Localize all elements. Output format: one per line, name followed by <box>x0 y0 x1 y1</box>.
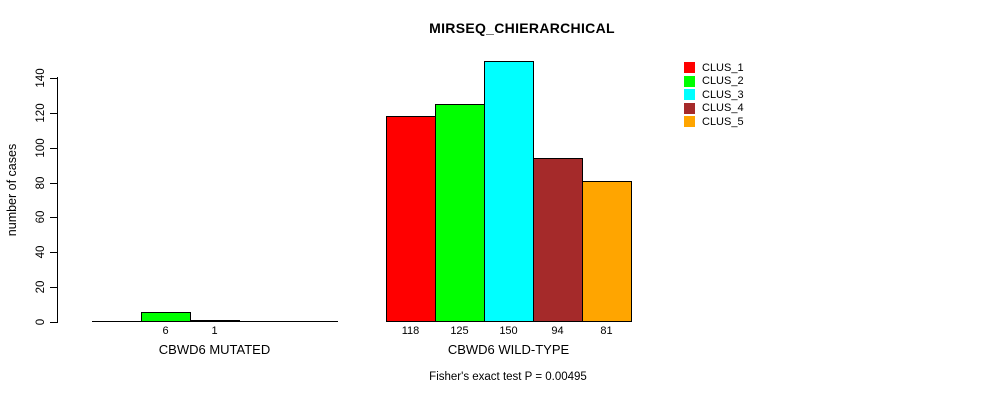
legend-item-clus_1: CLUS_1 <box>684 61 744 75</box>
legend: CLUS_1 CLUS_2 CLUS_3 CLUS_4 CLUS_5 <box>684 61 744 129</box>
zero-bar-baseline <box>239 321 289 322</box>
y-tick <box>50 147 57 149</box>
legend-label: CLUS_3 <box>702 88 744 101</box>
y-axis-line <box>57 77 58 323</box>
legend-item-clus_4: CLUS_4 <box>684 102 744 116</box>
bar-value-label: 6 <box>162 325 169 337</box>
zero-bar-baseline <box>92 321 142 322</box>
y-tick-label: 0 <box>35 318 47 326</box>
legend-label: CLUS_5 <box>702 115 744 128</box>
y-tick-label: 80 <box>35 176 47 189</box>
y-tick <box>50 182 57 184</box>
bar-clus_2 <box>435 104 485 322</box>
y-tick <box>50 217 57 219</box>
bar-value-label: 94 <box>551 325 564 337</box>
legend-swatch <box>684 89 695 101</box>
bar-clus_3 <box>190 320 240 322</box>
bar-clus_5 <box>582 181 632 322</box>
y-tick-label: 120 <box>35 103 47 123</box>
bar-clus_3 <box>484 61 534 322</box>
legend-swatch <box>684 75 695 87</box>
legend-label: CLUS_1 <box>702 61 744 74</box>
bar-value-label: 125 <box>450 325 469 337</box>
legend-swatch <box>684 116 695 128</box>
legend-item-clus_3: CLUS_3 <box>684 88 744 102</box>
fisher-test-annotation: Fisher's exact test P = 0.00495 <box>429 371 587 383</box>
bar-value-label: 118 <box>401 325 420 337</box>
y-tick-label: 60 <box>35 211 47 224</box>
bar-clus_1 <box>386 116 436 322</box>
y-tick <box>50 322 57 323</box>
y-tick <box>50 287 57 289</box>
y-tick <box>50 112 57 114</box>
legend-label: CLUS_4 <box>702 102 744 115</box>
group-label: CBWD6 MUTATED <box>158 342 271 357</box>
bar-clus_4 <box>533 158 583 322</box>
y-tick <box>50 252 57 254</box>
legend-swatch <box>684 62 695 74</box>
bar-value-label: 150 <box>499 325 518 337</box>
legend-item-clus_5: CLUS_5 <box>684 115 744 129</box>
group-label: CBWD6 WILD-TYPE <box>447 342 570 357</box>
chart-title: MIRSEQ_CHIERARCHICAL <box>429 20 615 36</box>
bar-clus_2 <box>141 312 191 322</box>
legend-swatch <box>684 102 695 114</box>
y-tick-label: 100 <box>35 138 47 158</box>
y-tick-label: 20 <box>35 280 47 294</box>
zero-bar-baseline <box>288 321 338 322</box>
legend-label: CLUS_2 <box>702 75 744 88</box>
bar-value-label: 1 <box>211 325 218 337</box>
legend-item-clus_2: CLUS_2 <box>684 75 744 89</box>
y-tick <box>50 78 57 79</box>
y-tick-label: 140 <box>35 68 47 88</box>
y-axis-title: number of cases <box>5 143 19 237</box>
y-tick-label: 40 <box>35 245 47 259</box>
bar-value-label: 81 <box>600 325 613 337</box>
